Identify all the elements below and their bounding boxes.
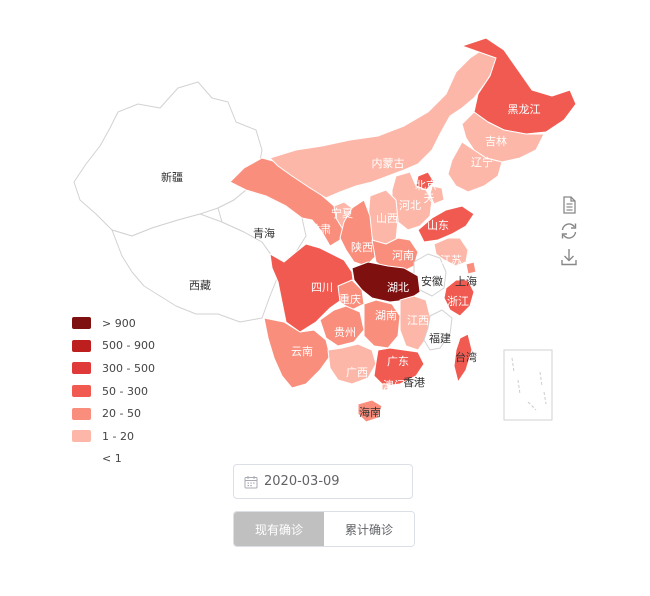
province-zhejiang[interactable]	[443, 279, 475, 317]
province-taiwan[interactable]	[453, 333, 473, 383]
province-label-shanghai: 上海	[455, 274, 477, 288]
legend-swatch	[72, 407, 91, 420]
date-value: 2020-03-09	[264, 474, 340, 489]
legend-label: < 1	[102, 452, 122, 466]
province-label-heilongjiang: 黑龙江	[508, 103, 541, 116]
province-label-shaanxi: 陕西	[351, 240, 373, 254]
province-label-ningxia: 宁夏	[331, 206, 353, 220]
legend-swatch	[72, 430, 91, 443]
nanhai-dash	[543, 391, 547, 405]
legend-label: 50 - 300	[102, 384, 148, 398]
save-image-button[interactable]	[558, 246, 580, 268]
province-liaoning[interactable]	[447, 141, 503, 193]
province-label-liaoning: 辽宁	[471, 155, 493, 169]
province-heilongjiang[interactable]	[461, 37, 577, 135]
province-beijing[interactable]	[415, 171, 435, 191]
province-label-shandong: 山东	[427, 219, 449, 232]
province-label-anhui: 安徽	[421, 274, 443, 288]
province-label-hubei: 湖北	[387, 281, 409, 294]
province-label-xianggang: 香港	[403, 376, 425, 389]
province-label-fujian: 福建	[429, 331, 451, 345]
province-neimenggu[interactable]	[269, 41, 499, 199]
download-icon	[561, 249, 577, 266]
legend-item[interactable]: > 900	[72, 312, 182, 335]
province-label-beijing: 北京	[415, 178, 437, 192]
province-label-tianjin: 天	[424, 192, 435, 205]
province-guangdong[interactable]	[373, 347, 425, 387]
province-xizang[interactable]	[111, 213, 279, 323]
nanhai-dash	[511, 357, 515, 373]
province-hunan[interactable]	[363, 299, 401, 349]
refresh-icon	[561, 223, 577, 239]
province-label-jiangxi: 江西	[407, 314, 429, 327]
province-shandong[interactable]	[417, 205, 475, 243]
nanhai-dash	[517, 379, 521, 395]
province-label-hebei: 河北	[399, 199, 421, 212]
province-label-xinjiang: 新疆	[161, 170, 183, 184]
province-label-jilin: 吉林	[485, 134, 507, 148]
province-label-neimenggu: 内蒙古	[372, 156, 405, 170]
legend-swatch	[72, 362, 91, 375]
current-confirmed-button[interactable]: 现有确诊	[234, 512, 324, 546]
legend: > 900 500 - 900 300 - 500 50 - 300 20 - 50 1 …	[72, 312, 182, 470]
province-label-henan: 河南	[392, 249, 414, 262]
province-label-chongqing: 重庆	[339, 292, 361, 306]
legend-swatch	[72, 317, 91, 330]
calendar-icon	[244, 475, 258, 488]
nanhai-dash	[527, 401, 537, 411]
province-yunnan[interactable]	[263, 317, 331, 389]
province-label-taiwan: 台湾	[455, 350, 477, 364]
legend-label: > 900	[102, 316, 136, 330]
province-hainan[interactable]	[357, 399, 383, 423]
legend-item[interactable]: 1 - 20	[72, 425, 182, 448]
legend-item[interactable]: 50 - 300	[72, 380, 182, 403]
legend-swatch	[72, 385, 91, 398]
legend-label: 20 - 50	[102, 407, 141, 421]
map-toolbox	[558, 194, 580, 272]
province-label-qinghai: 青海	[253, 226, 275, 240]
province-shanghai[interactable]	[465, 261, 477, 275]
provinces-layer	[73, 37, 577, 423]
province-label-guangxi: 广西	[346, 366, 368, 379]
data-view-button[interactable]	[558, 194, 580, 216]
province-xianggang[interactable]	[409, 379, 417, 387]
province-label-shanxi: 山西	[376, 212, 398, 225]
province-tianjin[interactable]	[429, 185, 445, 205]
legend-swatch	[72, 452, 91, 465]
province-label-yunnan: 云南	[291, 345, 313, 358]
province-nanhai[interactable]	[503, 349, 553, 421]
province-label-aomen: 澳门	[383, 378, 405, 392]
legend-swatch	[72, 339, 91, 352]
province-label-gansu: 甘肃	[309, 223, 331, 236]
date-picker[interactable]: 2020-03-09	[233, 464, 413, 499]
province-fujian[interactable]	[423, 309, 453, 351]
legend-label: 300 - 500	[102, 361, 155, 375]
legend-label: 1 - 20	[102, 429, 134, 443]
restore-button[interactable]	[558, 220, 580, 242]
province-label-guangdong: 广东	[387, 355, 409, 368]
legend-item[interactable]: < 1	[72, 448, 182, 471]
province-label-hainan: 海南	[359, 405, 381, 419]
legend-item[interactable]: 20 - 50	[72, 402, 182, 425]
province-label-zhejiang: 浙江	[447, 295, 469, 308]
province-aomen[interactable]	[381, 383, 389, 391]
legend-item[interactable]: 500 - 900	[72, 335, 182, 358]
legend-item[interactable]: 300 - 500	[72, 357, 182, 380]
cumulative-confirmed-button[interactable]: 累计确诊	[324, 512, 414, 546]
province-jilin[interactable]	[461, 111, 545, 163]
province-jiangsu[interactable]	[433, 237, 469, 267]
document-icon	[563, 196, 576, 214]
confirm-mode-toggle: 现有确诊 累计确诊	[233, 511, 415, 547]
province-label-jiangsu: 江苏	[440, 254, 462, 267]
legend-label: 500 - 900	[102, 339, 155, 353]
province-guangxi[interactable]	[327, 343, 377, 385]
province-label-xizang: 西藏	[189, 279, 211, 292]
province-label-guizhou: 贵州	[334, 326, 356, 339]
province-label-hunan: 湖南	[375, 309, 397, 322]
province-label-sichuan: 四川	[311, 281, 333, 294]
nanhai-dash	[539, 371, 543, 387]
